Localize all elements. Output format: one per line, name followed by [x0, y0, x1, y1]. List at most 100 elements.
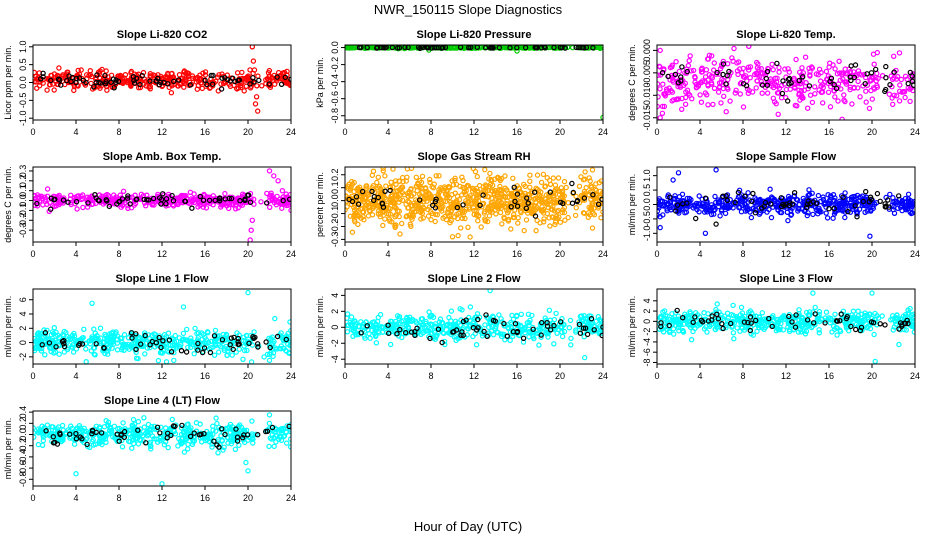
data-point: [439, 319, 446, 326]
data-point: [673, 96, 680, 103]
data-point: [722, 210, 729, 217]
data-point: [233, 349, 239, 355]
data-point: [764, 69, 770, 76]
data-point: [769, 61, 775, 68]
data-point: [269, 334, 276, 340]
data-point: [714, 324, 720, 331]
data-point: [907, 98, 913, 105]
data-point: [776, 85, 783, 91]
data-point: [253, 94, 260, 100]
data-point: [834, 70, 841, 77]
flagged-point: [153, 78, 159, 84]
flagged-point: [124, 195, 131, 201]
data-point: [467, 193, 473, 199]
data-point: [227, 83, 234, 90]
flagged-point: [34, 200, 40, 207]
data-point: [79, 192, 86, 198]
data-point: [173, 195, 180, 201]
data-point: [746, 87, 753, 94]
data-point: [51, 325, 58, 331]
data-point: [891, 210, 898, 216]
data-point: [711, 211, 717, 217]
flagged-point: [227, 342, 233, 348]
data-point: [60, 332, 66, 338]
data-point: [717, 213, 723, 219]
data-point: [896, 98, 903, 104]
data-point: [886, 206, 893, 212]
data-point: [189, 75, 196, 82]
flagged-point: [752, 209, 759, 216]
data-point: [698, 69, 705, 75]
flagged-point: [175, 77, 182, 83]
flagged-point: [860, 198, 867, 205]
data-point: [119, 335, 125, 341]
x-tick-label: 8: [740, 249, 745, 259]
data-point: [830, 191, 837, 198]
data-point: [405, 205, 412, 211]
flagged-point: [42, 330, 49, 336]
flagged-point: [382, 188, 388, 194]
flagged-point: [115, 78, 122, 85]
x-tick-label: 16: [512, 249, 522, 259]
flagged-point: [693, 215, 699, 222]
data-point: [243, 333, 250, 339]
data-point: [498, 200, 504, 206]
x-tick-label: 12: [157, 249, 167, 259]
data-point: [97, 68, 103, 74]
data-point: [679, 198, 686, 204]
data-point: [796, 201, 803, 208]
y-tick-label: -0.2: [330, 57, 340, 73]
flagged-point: [349, 198, 356, 205]
data-point: [287, 319, 291, 325]
data-point: [583, 184, 589, 191]
data-point: [180, 336, 186, 343]
flagged-point: [672, 71, 679, 78]
data-point: [110, 192, 117, 198]
flagged-point: [127, 201, 133, 207]
data-point: [137, 84, 144, 91]
flagged-point: [353, 194, 360, 200]
data-point: [225, 200, 231, 207]
data-point: [125, 205, 131, 211]
data-point: [37, 330, 44, 337]
x-tick-label: 0: [342, 249, 347, 259]
flagged-point: [150, 195, 157, 202]
data-point: [250, 196, 257, 202]
data-point: [805, 312, 812, 318]
flagged-point: [735, 189, 742, 196]
data-point: [392, 178, 399, 184]
data-point: [810, 211, 816, 218]
x-tick-label: 8: [116, 127, 121, 137]
data-point: [420, 322, 427, 328]
flagged-point: [256, 77, 262, 84]
data-point: [135, 355, 141, 362]
data-point: [393, 181, 399, 187]
data-point: [576, 319, 582, 325]
data-point: [812, 304, 818, 311]
x-tick-label: 24: [598, 127, 608, 137]
data-point: [448, 318, 454, 324]
data-point: [512, 207, 518, 213]
data-point: [91, 351, 97, 357]
flagged-point: [854, 213, 860, 220]
data-point: [388, 341, 394, 348]
data-point: [441, 330, 447, 337]
flagged-point: [732, 199, 738, 206]
data-point: [165, 72, 171, 78]
data-point: [723, 108, 729, 115]
data-point: [866, 105, 873, 112]
data-point: [467, 304, 474, 310]
data-point: [676, 68, 683, 75]
y-tick-label: 2: [18, 326, 28, 331]
flagged-point: [569, 200, 576, 206]
data-point: [895, 205, 901, 211]
data-points: [33, 289, 291, 364]
data-point: [827, 196, 833, 203]
data-point: [279, 187, 286, 194]
y-tick-label: 0.1: [18, 184, 28, 197]
data-point: [711, 67, 717, 73]
flagged-point: [364, 323, 370, 329]
data-point: [492, 207, 498, 213]
